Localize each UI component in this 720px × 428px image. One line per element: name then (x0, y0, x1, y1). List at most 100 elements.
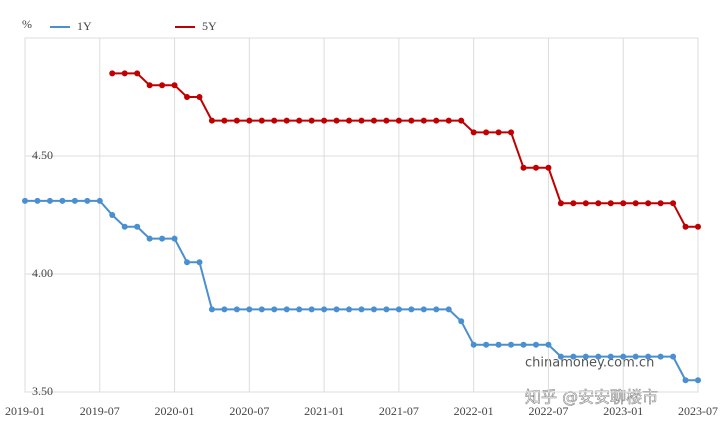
y-tick-label: 3.50 (32, 384, 53, 398)
x-tick-label: 2021-01 (304, 404, 344, 418)
data-point (508, 129, 515, 136)
data-point (433, 306, 440, 313)
data-point (109, 70, 116, 77)
data-point (420, 306, 427, 313)
data-point (283, 117, 290, 124)
data-point (657, 353, 664, 360)
y-axis-label: % (22, 17, 32, 31)
data-point (682, 223, 689, 230)
data-point (346, 306, 353, 313)
y-tick-label: 4.50 (32, 148, 53, 162)
data-point (308, 306, 315, 313)
data-point (545, 164, 552, 171)
plot-frame (24, 37, 699, 393)
data-point (333, 306, 340, 313)
data-point (383, 306, 390, 313)
data-point (146, 235, 153, 242)
data-point (233, 306, 240, 313)
data-point (221, 117, 228, 124)
data-point (495, 129, 502, 136)
x-tick-label: 2020-07 (229, 404, 269, 418)
data-point (557, 353, 564, 360)
data-point (632, 200, 639, 207)
data-point (532, 164, 539, 171)
data-point (46, 197, 53, 204)
data-point (408, 306, 415, 313)
data-point (171, 82, 178, 89)
data-point (557, 200, 564, 207)
data-point (109, 212, 116, 218)
data-point (296, 117, 303, 124)
data-point (321, 306, 328, 313)
x-tick-label: 2019-01 (5, 404, 45, 418)
data-point (645, 353, 652, 360)
data-point (134, 223, 141, 230)
data-point (620, 200, 627, 207)
data-point (271, 117, 278, 124)
data-point (271, 306, 278, 313)
data-point (196, 94, 203, 100)
data-point (508, 341, 515, 348)
data-point (121, 223, 128, 230)
data-point (570, 353, 577, 360)
data-point (483, 129, 490, 136)
data-point (84, 197, 91, 204)
data-point (34, 197, 41, 204)
data-point (582, 200, 589, 207)
data-point (445, 306, 452, 313)
data-point (582, 353, 589, 360)
data-point (545, 341, 552, 348)
data-point (607, 353, 614, 360)
data-point (670, 200, 677, 207)
data-point (695, 377, 701, 384)
data-point (96, 197, 103, 204)
data-point (22, 197, 28, 204)
data-point (395, 306, 402, 313)
x-tick-label: 2020-01 (155, 404, 195, 418)
data-point (358, 306, 365, 313)
y-tick-label: 4.00 (32, 266, 53, 280)
data-point (258, 306, 265, 313)
data-point (595, 200, 602, 207)
data-point (246, 306, 253, 313)
x-tick-label: 2022-01 (454, 404, 494, 418)
data-point (607, 200, 614, 207)
data-point (196, 259, 203, 266)
data-point (458, 117, 465, 124)
data-point (695, 223, 701, 230)
data-point (296, 306, 303, 313)
data-point (595, 353, 602, 360)
data-point (383, 117, 390, 124)
data-point (59, 197, 66, 204)
legend-label: 1Y (77, 19, 92, 33)
legend-label: 5Y (202, 19, 217, 33)
data-point (620, 353, 627, 360)
x-tick-label: 2021-07 (379, 404, 419, 418)
data-point (445, 117, 452, 124)
data-point (408, 117, 415, 124)
data-point (657, 200, 664, 207)
data-point (645, 200, 652, 207)
data-point (171, 235, 178, 242)
data-point (483, 341, 490, 348)
data-point (495, 341, 502, 348)
data-point (159, 235, 166, 242)
data-point (632, 353, 639, 360)
data-point (146, 82, 153, 89)
data-point (458, 318, 465, 325)
data-point (333, 117, 340, 124)
data-point (520, 164, 527, 171)
data-point (395, 117, 402, 124)
data-point (134, 70, 141, 77)
data-point (321, 117, 328, 124)
data-point (358, 117, 365, 124)
data-point (258, 117, 265, 124)
data-point (346, 117, 353, 124)
data-point (420, 117, 427, 124)
data-point (308, 117, 315, 124)
data-point (71, 197, 78, 204)
x-tick-label: 2023-07 (678, 404, 718, 418)
data-point (520, 341, 527, 348)
data-point (370, 306, 377, 313)
